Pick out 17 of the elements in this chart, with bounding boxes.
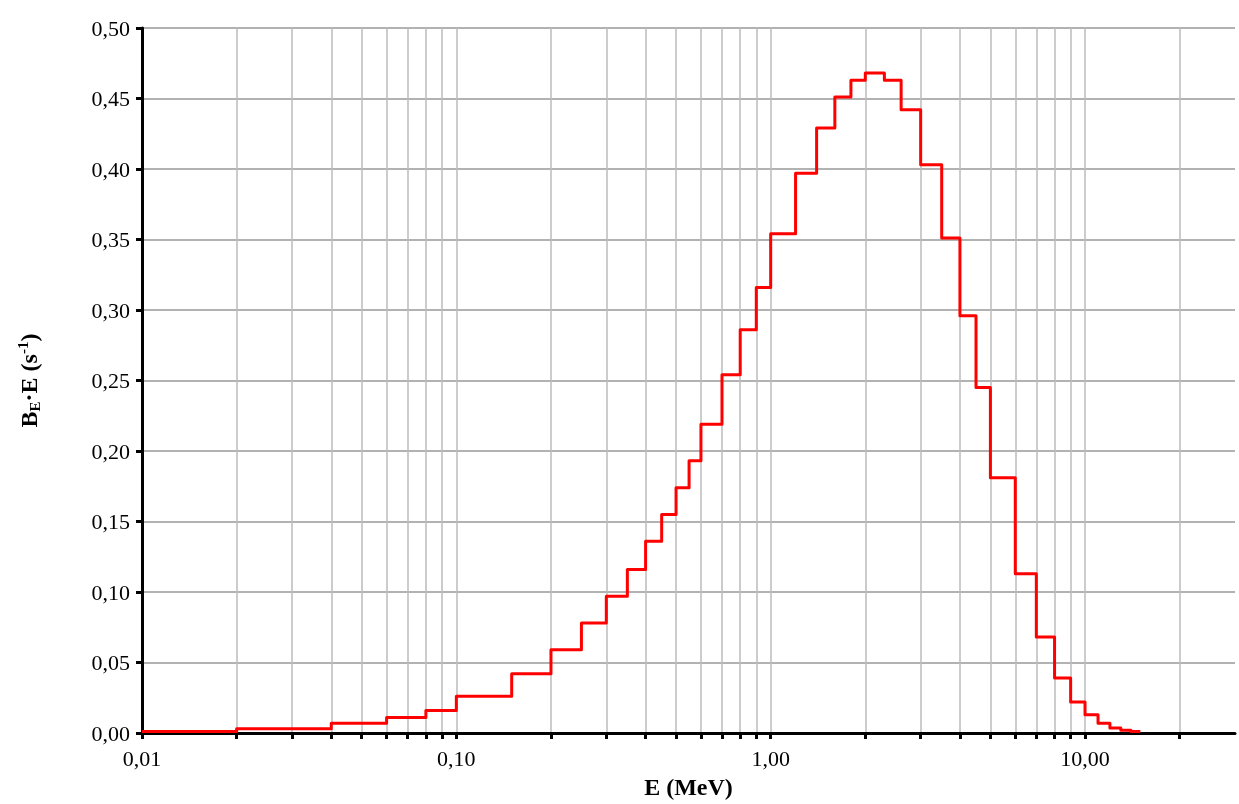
x-tick-label: 10,00 <box>1060 745 1110 771</box>
y-tick-label: 0,30 <box>91 297 130 323</box>
y-tick-label: 0,25 <box>91 368 130 393</box>
y-tick-label: 0,50 <box>91 15 130 41</box>
x-tick-label: 0,10 <box>437 745 476 771</box>
y-tick-label: 0,00 <box>91 720 130 746</box>
y-tick-label: 0,10 <box>91 579 130 605</box>
y-tick-label: 0,40 <box>91 156 130 182</box>
y-tick-label: 0,05 <box>91 650 130 675</box>
y-axis-title: BE·E (s-1) <box>14 333 43 428</box>
x-axis-title: E (MeV) <box>644 774 733 800</box>
y-tick-label: 0,20 <box>91 438 130 464</box>
y-tick-label: 0,15 <box>91 509 130 534</box>
y-tick-label: 0,45 <box>91 86 130 111</box>
x-tick-label: 1,00 <box>751 745 790 771</box>
x-tick-label: 0,01 <box>122 745 162 771</box>
y-tick-label: 0,35 <box>91 227 130 252</box>
